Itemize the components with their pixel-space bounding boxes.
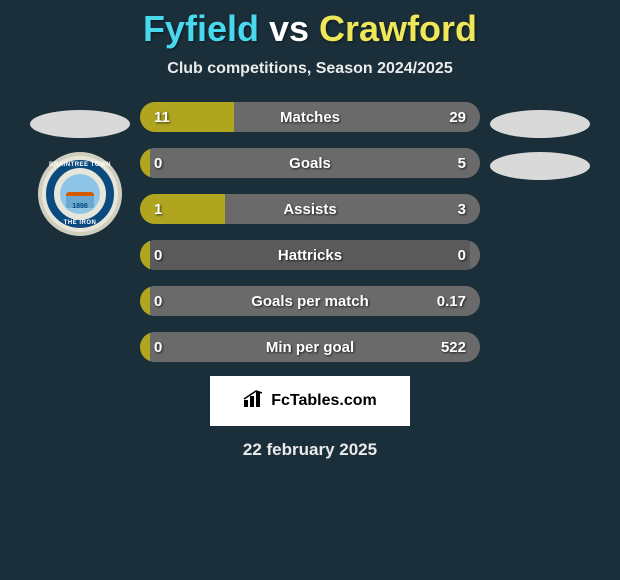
branding-box: FcTables.com [210, 376, 410, 426]
stat-row: 0522Min per goal [140, 332, 480, 362]
branding-text: FcTables.com [271, 392, 377, 410]
player2-placeholder-ellipse-2 [490, 152, 590, 180]
stat-label: Matches [140, 102, 480, 132]
stat-row: 00Hattricks [140, 240, 480, 270]
club-badge-icon: BRAINTREE TOWN 1898 THE IRON [38, 152, 122, 236]
left-side-column: BRAINTREE TOWN 1898 THE IRON [30, 102, 130, 362]
stat-row: 13Assists [140, 194, 480, 224]
stat-row: 00.17Goals per match [140, 286, 480, 316]
stat-label: Hattricks [140, 240, 480, 270]
badge-year: 1898 [42, 203, 118, 210]
stat-label: Assists [140, 194, 480, 224]
right-side-column [490, 102, 590, 362]
comparison-card: Fyfield vs Crawford Club competitions, S… [0, 0, 620, 580]
main-area: BRAINTREE TOWN 1898 THE IRON 1129Matches… [0, 102, 620, 362]
stat-row: 1129Matches [140, 102, 480, 132]
title-player1: Fyfield [143, 8, 259, 49]
player1-placeholder-ellipse [30, 110, 130, 138]
title: Fyfield vs Crawford [0, 8, 620, 50]
badge-top-text: BRAINTREE TOWN [42, 162, 118, 168]
title-vs: vs [269, 8, 309, 49]
player2-placeholder-ellipse-1 [490, 110, 590, 138]
bar-chart-icon [243, 390, 265, 413]
title-player2: Crawford [319, 8, 477, 49]
stat-row: 05Goals [140, 148, 480, 178]
stat-bars: 1129Matches 05Goals 13Assists 00Hattricks 00… [140, 102, 480, 362]
badge-bottom-text: THE IRON [42, 220, 118, 226]
stat-label: Goals [140, 148, 480, 178]
stat-label: Goals per match [140, 286, 480, 316]
date-text: 22 february 2025 [0, 440, 620, 460]
subtitle: Club competitions, Season 2024/2025 [0, 60, 620, 78]
stat-label: Min per goal [140, 332, 480, 362]
